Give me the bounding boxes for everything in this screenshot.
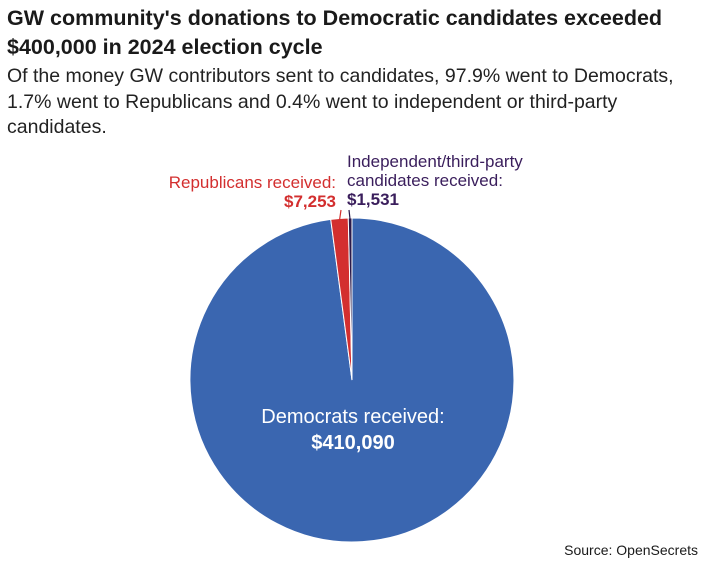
republicans-label: Republicans received: $7,253 — [169, 173, 336, 211]
leader-line-republicans — [338, 209, 342, 221]
label-leaders — [338, 209, 351, 221]
republicans-value: $7,253 — [284, 192, 336, 211]
chart-subtitle: Of the money GW contributors sent to can… — [7, 65, 674, 138]
republicans-label-text: Republicans received: — [168, 173, 336, 192]
independent-label-line-2: candidates received: — [347, 171, 503, 190]
democrats-value: $410,090 — [311, 432, 395, 454]
independent-label: Independent/third-party candidates recei… — [347, 152, 523, 209]
source-note: Source: OpenSecrets — [564, 542, 698, 558]
democrats-label: Democrats received: $410,090 — [203, 404, 503, 456]
independent-label-line-1: Independent/third-party — [347, 152, 523, 171]
democrats-label-text: Democrats received: — [261, 406, 445, 428]
independent-value: $1,531 — [347, 190, 399, 209]
pie-slices — [189, 217, 515, 543]
chart-title: GW community's donations to Democratic c… — [7, 6, 663, 59]
leader-line-independent — [348, 209, 351, 221]
